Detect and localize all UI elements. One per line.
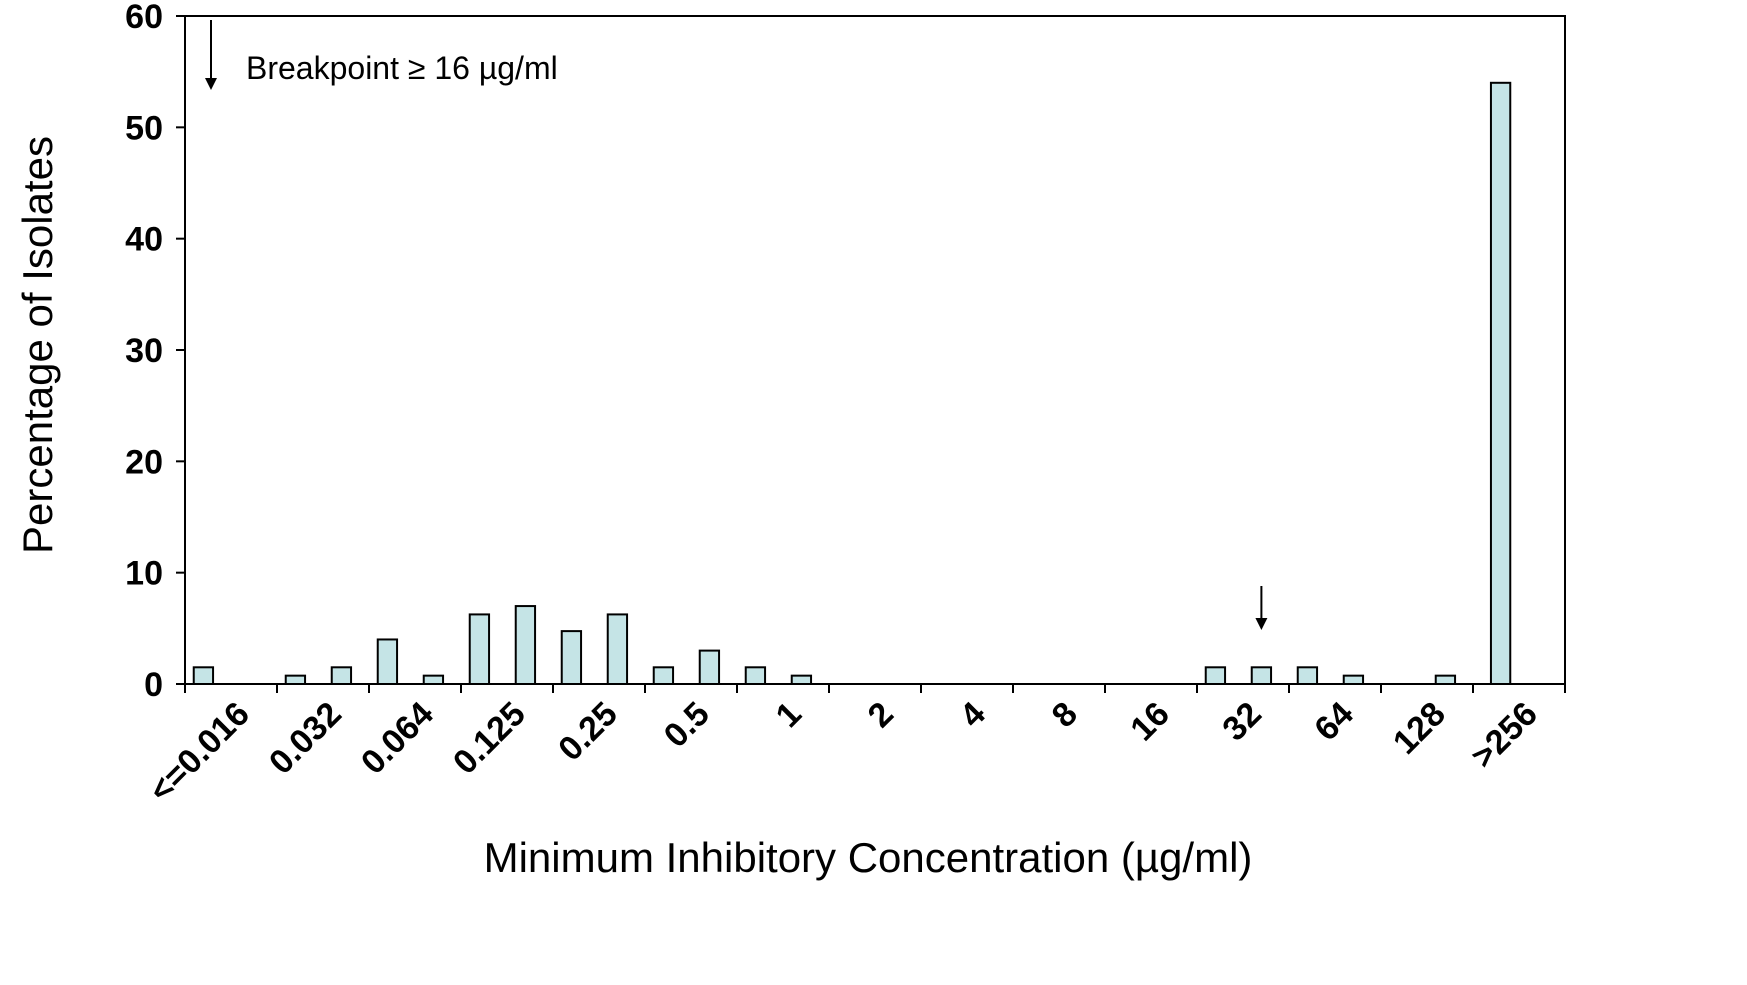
x-tick-label: 0.5 — [657, 695, 717, 755]
bar — [330, 666, 353, 685]
arrow-head — [205, 78, 217, 90]
y-tick-label: 10 — [125, 555, 163, 593]
bar — [514, 605, 537, 685]
annotations: Breakpoint ≥ 16 µg/ml — [205, 20, 1268, 630]
plot-frame — [184, 15, 1566, 685]
y-tick-label: 20 — [125, 443, 163, 481]
axes: 0 10 20 30 40 50 60 <=0.016 0.032 0.064 0.125 0.25 0… — [125, 0, 1566, 810]
bar — [1204, 666, 1227, 685]
x-tick-label: 8 — [1045, 695, 1085, 735]
y-axis-title: Percentage of Isolates — [14, 136, 61, 554]
bar — [1250, 666, 1273, 685]
bar — [652, 666, 675, 685]
x-tick-label: 0.064 — [354, 695, 441, 782]
x-tick-label: 16 — [1123, 695, 1177, 749]
x-tick-label: 0.125 — [446, 695, 533, 782]
bar — [284, 674, 307, 686]
x-tick-label: <=0.016 — [142, 695, 257, 810]
bar — [1296, 666, 1319, 685]
x-tick-label: 4 — [953, 695, 993, 735]
breakpoint-arrow — [1255, 586, 1268, 630]
x-tick-label: 32 — [1215, 695, 1269, 749]
bar — [376, 638, 399, 686]
y-tick-label: 30 — [125, 332, 163, 370]
x-tick-label: 64 — [1307, 695, 1361, 749]
bar — [1434, 674, 1457, 686]
x-tick-label: 128 — [1386, 695, 1453, 762]
x-tick-label: 0.25 — [551, 695, 625, 769]
x-tick-label: 0.032 — [262, 695, 349, 782]
y-tick-label: 0 — [144, 666, 163, 704]
bar — [744, 666, 767, 685]
bars — [192, 81, 1512, 686]
x-tick-label: >256 — [1464, 695, 1545, 776]
bar — [790, 674, 813, 686]
bar — [422, 674, 445, 686]
bar — [192, 666, 215, 685]
legend-arrow — [205, 20, 217, 90]
bar — [698, 649, 721, 685]
bar — [1342, 674, 1365, 686]
y-tick-label: 60 — [125, 0, 163, 36]
x-tick-label: 1 — [769, 695, 809, 735]
breakpoint-annotation-text: Breakpoint ≥ 16 µg/ml — [246, 50, 558, 86]
y-tick-label: 50 — [125, 109, 163, 147]
bar — [1489, 81, 1512, 686]
arrow-head — [1255, 618, 1268, 630]
bar — [606, 613, 629, 686]
bar — [468, 613, 491, 686]
y-tick-label: 40 — [125, 221, 163, 259]
bar — [560, 630, 583, 685]
x-axis-title: Minimum Inhibitory Concentration (µg/ml) — [484, 834, 1253, 881]
x-tick-label: 2 — [861, 695, 901, 735]
